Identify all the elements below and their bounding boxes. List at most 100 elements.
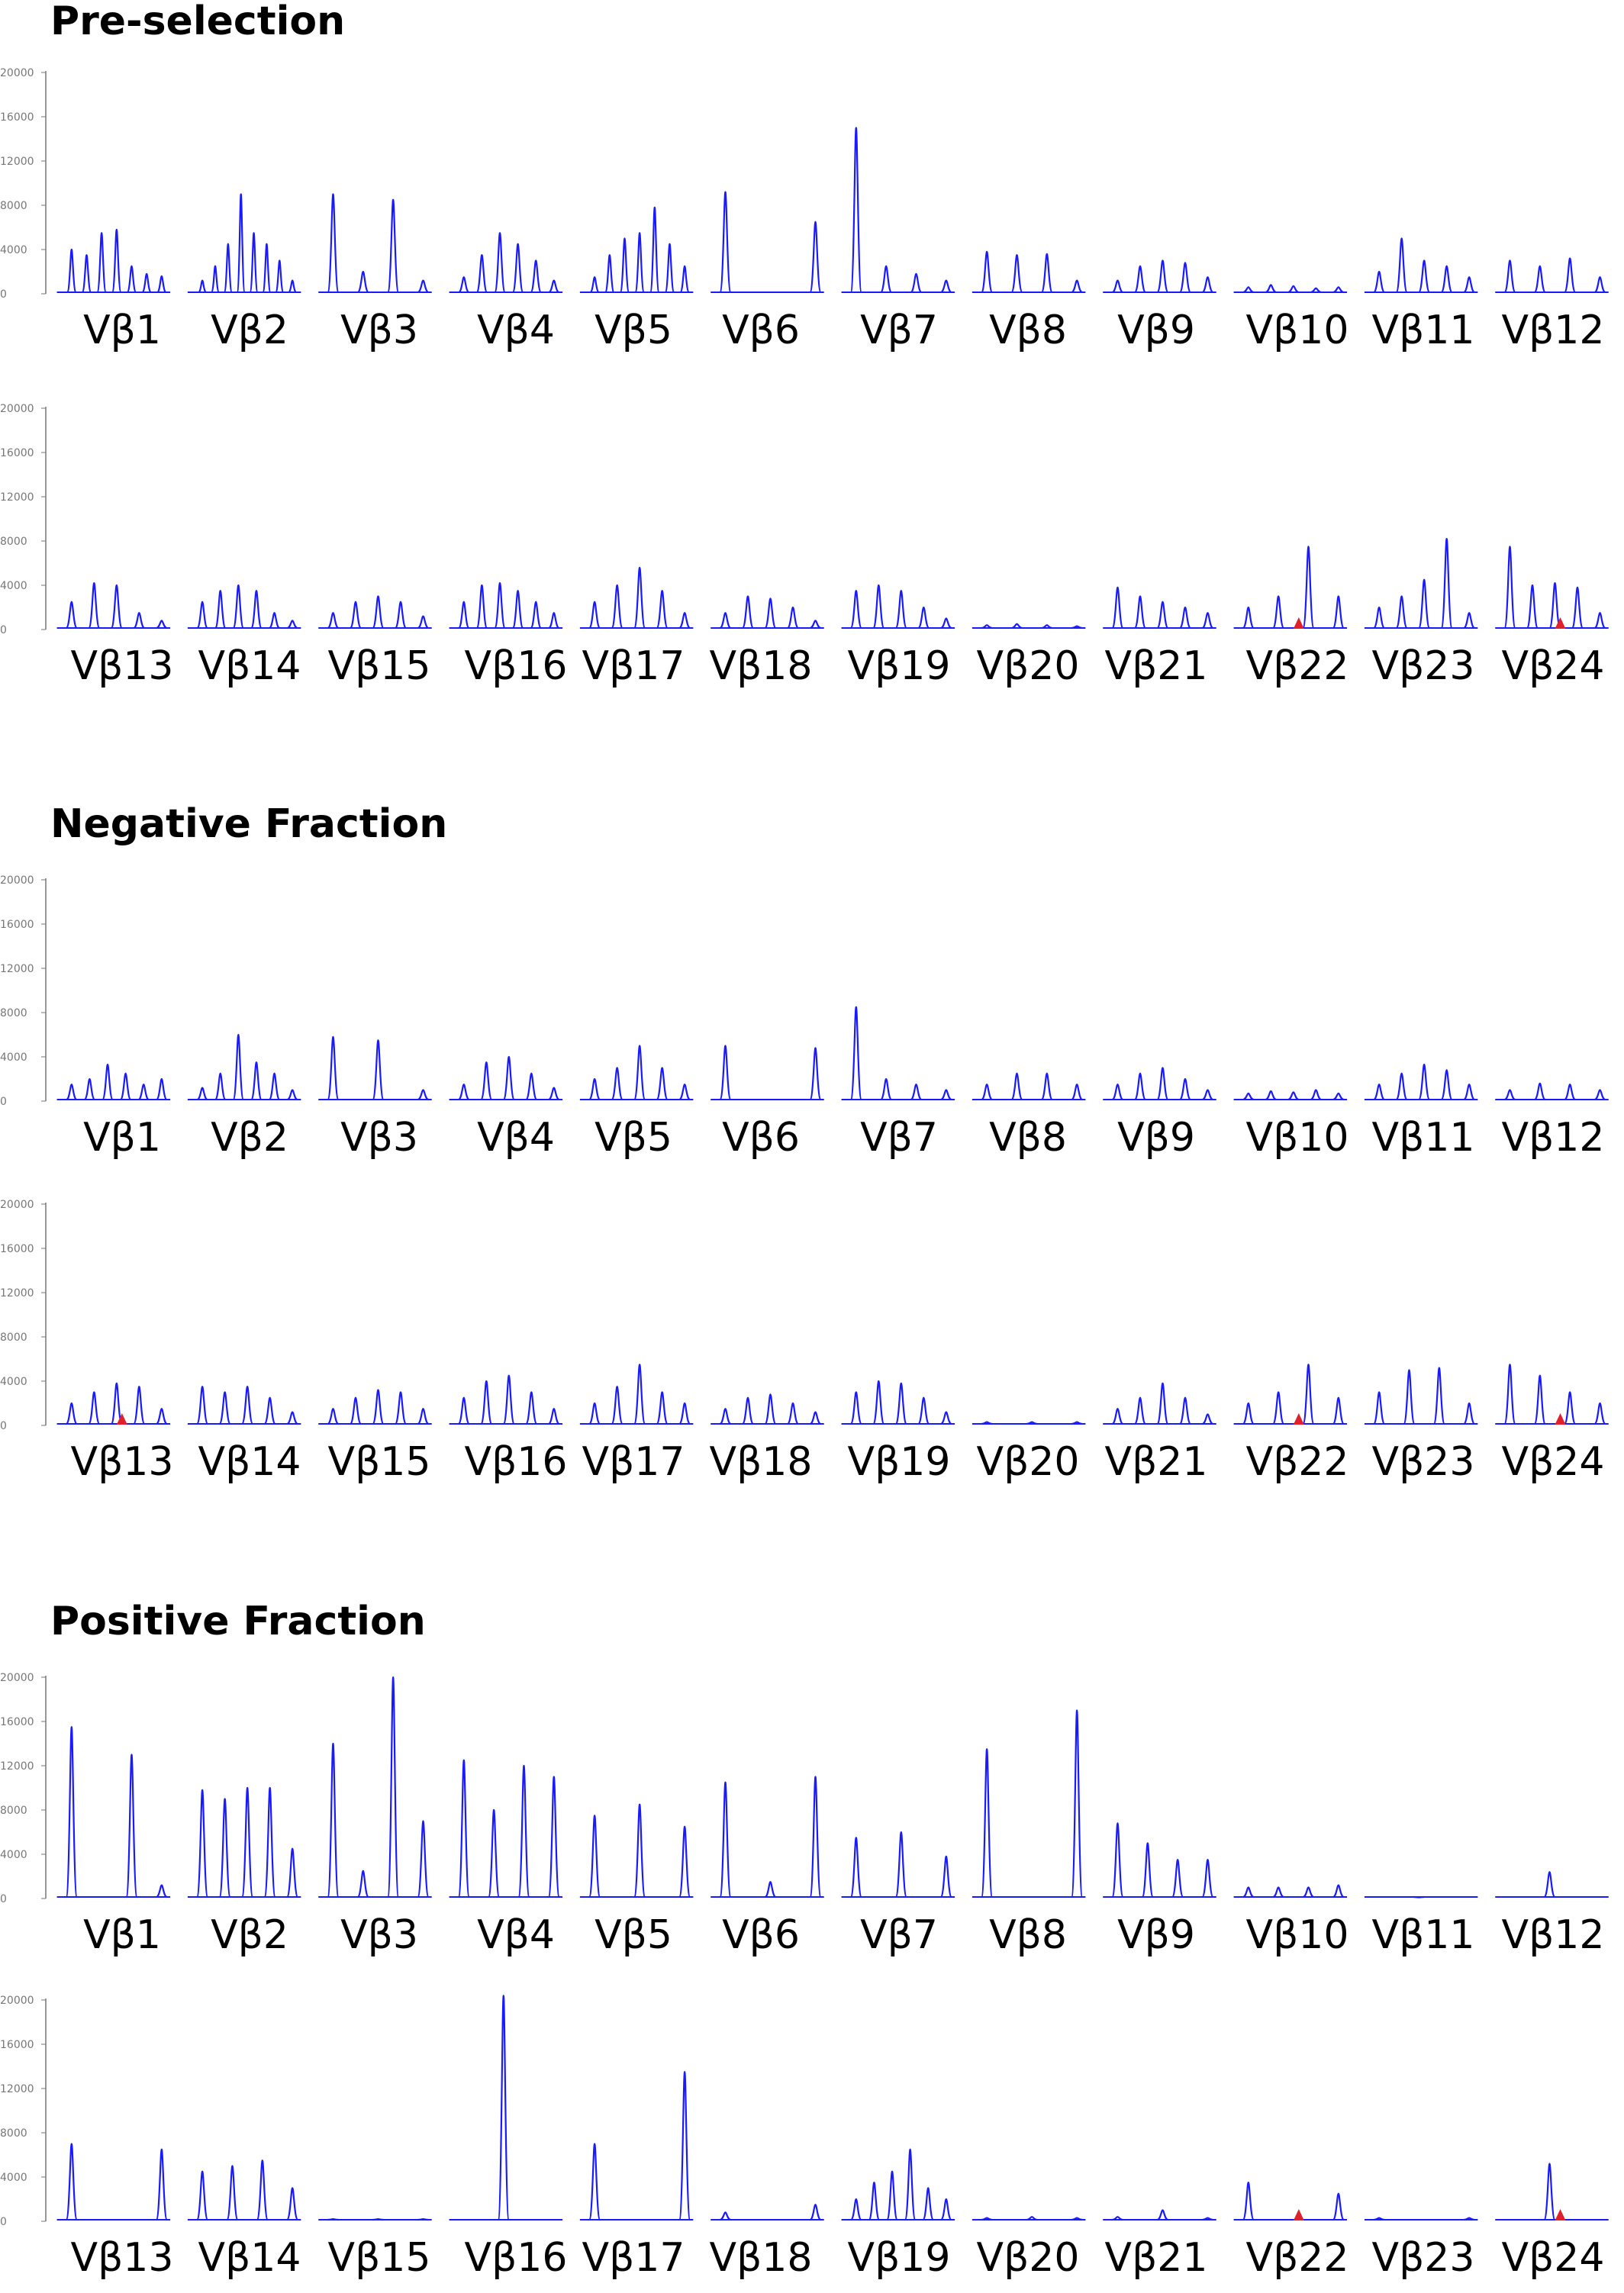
trace-peak xyxy=(1395,595,1408,630)
trace-peak xyxy=(102,1064,114,1101)
trace-peak xyxy=(940,2198,952,2221)
trace-peak xyxy=(981,1084,993,1101)
trace-peak xyxy=(940,1411,952,1425)
trace-peak xyxy=(1041,624,1052,630)
vbeta-label: Vβ13 xyxy=(71,643,174,689)
trace-peak xyxy=(262,243,272,294)
trace-peak xyxy=(1071,1421,1083,1425)
trace-peak xyxy=(1071,625,1083,630)
trace-peak xyxy=(1287,285,1300,294)
trace-peak xyxy=(475,584,488,630)
trace-peak xyxy=(494,581,506,630)
trace-peak xyxy=(511,243,524,294)
trace-peak xyxy=(196,1386,209,1425)
trace-peak xyxy=(939,1855,952,1898)
trace-peak xyxy=(1156,1067,1169,1101)
vbeta-label: Vβ24 xyxy=(1502,2235,1605,2281)
trace-peak xyxy=(210,265,221,294)
trace-peak xyxy=(250,1061,263,1101)
trace-peak xyxy=(1178,606,1192,630)
trace-peak xyxy=(1202,2217,1213,2221)
trace-peak xyxy=(664,243,675,294)
trace-peak xyxy=(286,1847,299,1898)
y-tick-label: 16000 xyxy=(0,2039,34,2051)
trace-peak xyxy=(372,2217,384,2221)
trace-peak xyxy=(981,1748,994,1898)
trace-peak xyxy=(1564,1084,1576,1101)
trace-peak xyxy=(502,1055,515,1101)
trace-peak xyxy=(133,612,145,630)
trace-peak xyxy=(1543,2163,1556,2221)
trace-peak xyxy=(372,1039,385,1101)
y-tick-label: 8000 xyxy=(0,1007,27,1019)
vbeta-label: Vβ9 xyxy=(1117,1912,1195,1958)
trace-peak xyxy=(1133,1396,1147,1425)
trace-peak xyxy=(65,1402,78,1425)
trace-peak xyxy=(241,1386,254,1425)
y-tick-label: 0 xyxy=(0,1893,7,1905)
trace-peak xyxy=(196,601,208,630)
y-tick-label: 12000 xyxy=(0,156,34,168)
vbeta-label: Vβ4 xyxy=(477,308,555,353)
trace-peak xyxy=(588,1077,601,1101)
trace-peak xyxy=(1111,1822,1124,1898)
trace-peak xyxy=(868,2182,881,2221)
trace-peak xyxy=(548,612,560,630)
trace-peak xyxy=(110,584,123,630)
trace-peak xyxy=(1010,1072,1023,1101)
y-tick-label: 0 xyxy=(0,1096,7,1108)
vbeta-label: Vβ17 xyxy=(582,2235,685,2281)
y-tick-label: 12000 xyxy=(0,1760,34,1773)
trace-peak xyxy=(1302,546,1315,630)
trace-peak xyxy=(633,1803,646,1898)
vbeta-label: Vβ22 xyxy=(1246,2235,1349,2281)
trace-peak xyxy=(786,606,800,630)
y-tick-label: 0 xyxy=(0,288,7,301)
trace-peak xyxy=(475,254,488,294)
trace-peak xyxy=(548,1408,560,1425)
trace-peak xyxy=(1332,1092,1345,1101)
vbeta-label: Vβ18 xyxy=(710,2235,813,2281)
trace-peak xyxy=(894,1831,907,1898)
spectratype-row: 0 4000 8000 12000 16000 20000 Vβ1 Vβ2 Vβ3 Vβ4 Vβ5 V… xyxy=(0,67,1609,353)
y-tick-label: 8000 xyxy=(0,1805,27,1817)
trace-peak xyxy=(288,279,297,294)
trace-peak xyxy=(1464,2217,1475,2221)
trace-peak xyxy=(1265,1090,1277,1101)
trace-peak xyxy=(66,1084,78,1101)
vbeta-label: Vβ1 xyxy=(83,1115,161,1161)
trace-peak xyxy=(1310,1089,1322,1101)
trace-peak xyxy=(480,1380,493,1425)
trace-peak xyxy=(155,2148,168,2221)
size-standard-marker xyxy=(1555,1413,1566,1425)
trace-peak xyxy=(548,279,559,294)
vbeta-label: Vβ24 xyxy=(1502,1439,1605,1485)
vbeta-label: Vβ9 xyxy=(1117,308,1195,353)
trace-peak xyxy=(1272,1886,1284,1898)
trace-peak xyxy=(417,1820,430,1898)
vbeta-label: Vβ16 xyxy=(465,643,568,689)
trace-peak xyxy=(981,624,993,630)
vbeta-label: Vβ17 xyxy=(582,1439,685,1485)
trace-peak xyxy=(678,612,691,630)
vbeta-label: Vβ6 xyxy=(722,1115,800,1161)
trace-peak xyxy=(1418,1064,1431,1101)
trace-peak xyxy=(894,590,907,630)
vbeta-label: Vβ18 xyxy=(710,643,813,689)
trace-peak xyxy=(96,232,107,294)
trace-peak xyxy=(1242,1886,1255,1898)
trace-peak xyxy=(940,1089,952,1101)
y-tick-label: 4000 xyxy=(0,1051,27,1064)
trace-peak xyxy=(1463,276,1475,294)
vbeta-label: Vβ2 xyxy=(211,1912,288,1958)
trace-peak xyxy=(480,1061,493,1101)
vbeta-label: Vβ13 xyxy=(71,2235,174,2281)
y-tick-label: 4000 xyxy=(0,244,27,256)
vbeta-label: Vβ8 xyxy=(989,1912,1067,1958)
trace-peak xyxy=(917,1396,930,1425)
trace-peak xyxy=(633,566,646,630)
trace-peak xyxy=(849,1006,862,1101)
trace-peak xyxy=(1503,546,1516,630)
trace-peak xyxy=(110,1382,123,1425)
